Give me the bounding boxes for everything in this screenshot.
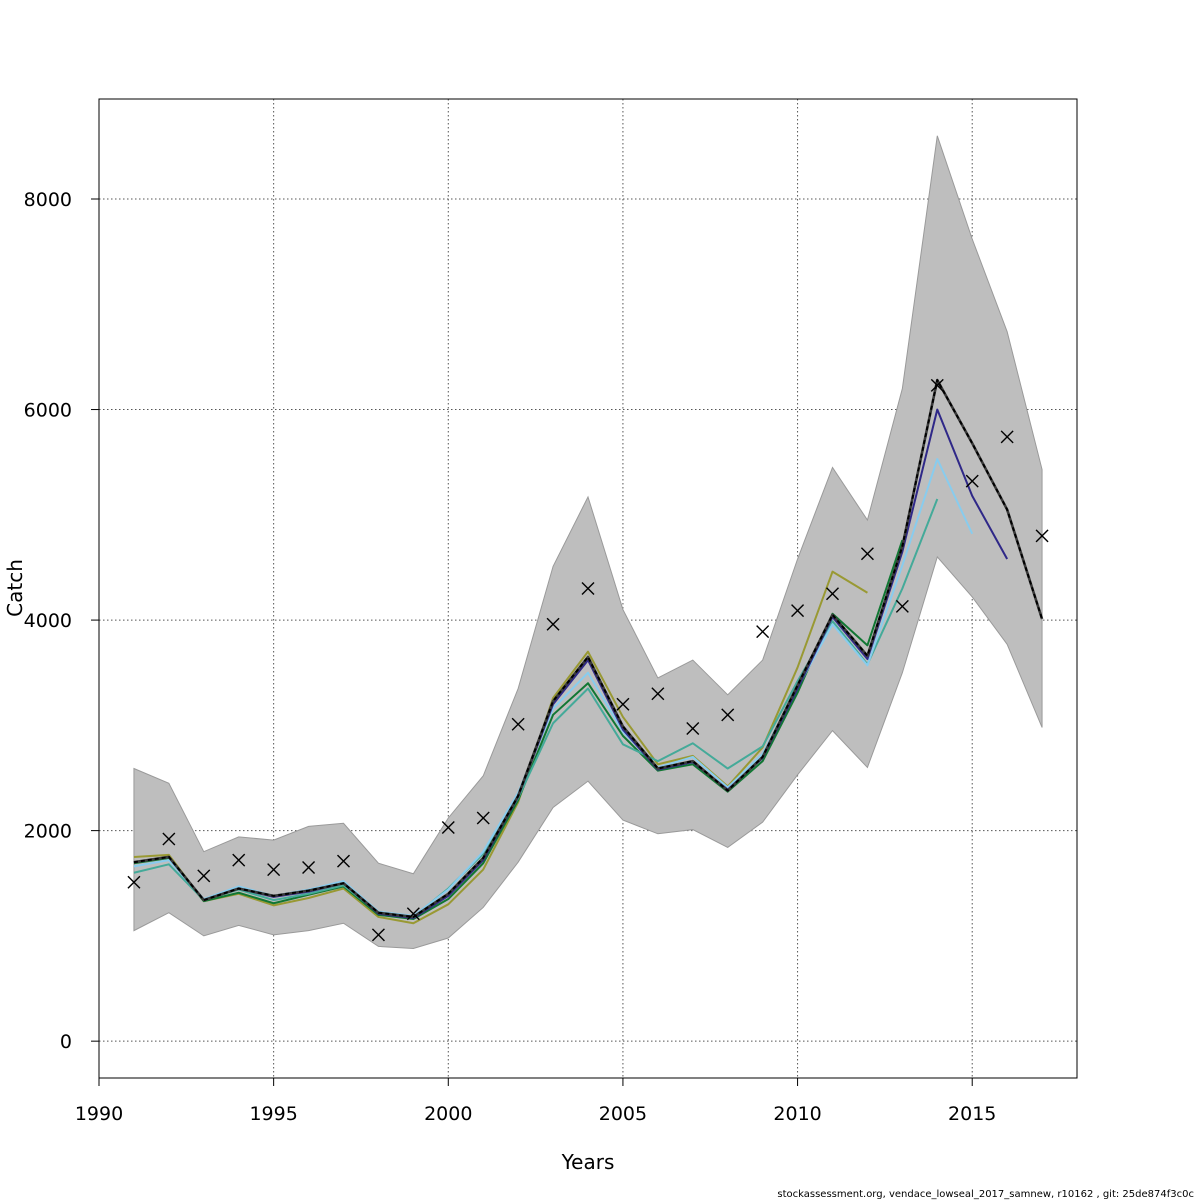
y-tick-label-0: 0 <box>60 1031 72 1053</box>
x-tick-label-2005: 2005 <box>599 1103 647 1125</box>
observed-point-2010 <box>791 604 805 618</box>
observed-point-stroke-b <box>476 811 490 825</box>
observed-point-1998 <box>371 928 385 942</box>
observed-point-1999 <box>406 907 420 921</box>
y-axis-title: Catch <box>3 559 27 617</box>
observed-point-stroke-b <box>965 474 979 488</box>
footer-credit: stockassessment.org, vendace_lowseal_201… <box>777 1189 1194 1200</box>
y-tick-label-8000: 8000 <box>24 189 72 211</box>
observed-point-stroke-b <box>197 869 211 883</box>
y-tick-label-2000: 2000 <box>24 821 72 843</box>
observed-point-2015 <box>965 474 979 488</box>
x-axis: 1990 1995 2000 2005 2010 2015 <box>75 1077 996 1125</box>
observed-point-1996 <box>302 860 316 874</box>
observed-point-2003 <box>546 617 560 631</box>
observed-point-2007 <box>686 722 700 736</box>
observed-point-2012 <box>860 547 874 561</box>
observed-point-stroke-b <box>406 907 420 921</box>
observed-point-2014 <box>930 378 944 392</box>
observed-point-stroke-b <box>721 708 735 722</box>
observed-point-stroke-b <box>860 547 874 561</box>
observed-point-1991 <box>127 875 141 889</box>
confidence-band-area <box>133 135 1043 950</box>
observed-point-1993 <box>197 869 211 883</box>
y-axis: 0 2000 4000 6000 8000 <box>24 189 100 1053</box>
observed-point-stroke-b <box>232 853 246 867</box>
series-line-5 <box>133 570 868 925</box>
observed-point-stroke-b <box>1000 430 1014 444</box>
observed-point-2011 <box>826 587 839 601</box>
observed-point-stroke-b <box>686 722 700 736</box>
observed-point-2016 <box>1000 430 1014 444</box>
observed-point-stroke-b <box>511 717 525 731</box>
observed-point-stroke-b <box>895 599 909 613</box>
observed-point-stroke-b <box>791 604 805 618</box>
observed-point-stroke-b <box>127 875 141 889</box>
observed-point-stroke-b <box>756 625 770 639</box>
observed-point-2006 <box>651 687 665 701</box>
observed-point-2017 <box>1035 529 1049 543</box>
observed-point-2009 <box>756 625 770 639</box>
observed-point-stroke-b <box>581 582 595 595</box>
observed-point-stroke-b <box>546 617 560 631</box>
observed-point-stroke-b <box>651 687 665 701</box>
observed-point-stroke-b <box>371 928 385 942</box>
observed-point-stroke-b <box>826 587 839 601</box>
x-tick-label-2010: 2010 <box>773 1103 821 1125</box>
observed-point-stroke-b <box>1035 529 1049 543</box>
observed-point-2001 <box>476 811 490 825</box>
series-line-0 <box>133 379 1044 918</box>
observed-point-stroke-b <box>302 860 316 874</box>
observed-point-2013 <box>895 599 909 613</box>
x-tick-label-2015: 2015 <box>948 1103 996 1125</box>
observed-point-stroke-b <box>162 832 176 846</box>
observed-point-2000 <box>441 820 455 834</box>
observed-point-1994 <box>232 853 246 867</box>
series-line-4 <box>133 539 904 921</box>
observed-point-stroke-b <box>441 820 455 834</box>
observed-point-2005 <box>616 697 630 711</box>
observed-point-1992 <box>162 832 176 846</box>
y-tick-label-6000: 6000 <box>24 400 72 422</box>
x-tick-label-1990: 1990 <box>75 1103 123 1125</box>
x-axis-title: Years <box>561 1150 615 1174</box>
observed-point-stroke-b <box>267 863 281 877</box>
observed-point-2002 <box>511 717 525 731</box>
series-lines <box>133 378 1044 925</box>
observed-point-2008 <box>721 708 735 722</box>
confidence-band <box>133 135 1043 950</box>
y-tick-label-4000: 4000 <box>24 610 72 632</box>
x-tick-label-2000: 2000 <box>424 1103 472 1125</box>
observed-point-stroke-b <box>616 697 630 711</box>
observed-points <box>127 378 1049 942</box>
observed-point-1997 <box>337 854 350 868</box>
observed-point-stroke-b <box>930 378 944 392</box>
observed-point-1995 <box>267 863 281 877</box>
x-tick-label-1995: 1995 <box>249 1103 297 1125</box>
observed-point-stroke-b <box>337 854 350 868</box>
observed-point-2004 <box>581 582 595 595</box>
